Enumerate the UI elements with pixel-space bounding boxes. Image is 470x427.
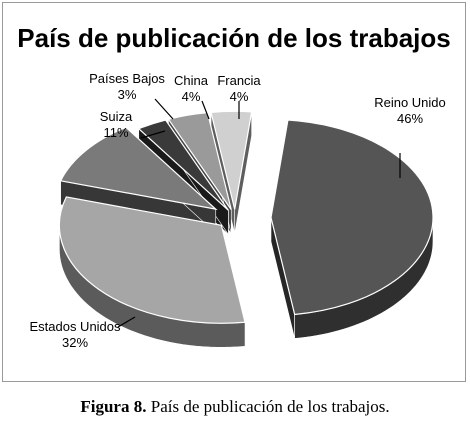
- figure-caption-label: Figura 8.: [80, 397, 147, 416]
- pie-slice-francia: [210, 110, 253, 210]
- pie-slice-estados-unidos: [58, 196, 246, 324]
- slice-label-suiza: Suiza: [100, 109, 133, 124]
- pie-top-layer: [58, 110, 434, 324]
- leader-line-estados-unidos: [117, 316, 136, 328]
- pie-slice-suiza: [59, 126, 218, 211]
- slice-label-estados-unidos: Estados Unidos: [29, 319, 121, 334]
- slice-value-francia: 4%: [230, 89, 249, 104]
- slice-value-reino-unido: 46%: [397, 111, 423, 126]
- pie-slice-reino-unido: [270, 119, 434, 316]
- slice-value-china: 4%: [182, 89, 201, 104]
- figure-caption-text: País de publicación de los trabajos.: [150, 397, 390, 416]
- slice-label-china: China: [174, 73, 209, 88]
- pie-slice-china: [167, 112, 232, 210]
- slice-label-reino-unido: Reino Unido: [374, 95, 446, 110]
- chart-title: País de publicación de los trabajos: [17, 23, 450, 53]
- leader-line-países-bajos: [154, 98, 174, 120]
- leader-line-suiza: [140, 130, 166, 139]
- slice-value-suiza: 11%: [103, 125, 128, 140]
- leader-line-china: [201, 100, 210, 120]
- pie-slice-países-bajos: [137, 119, 229, 211]
- slice-label-países-bajos: Países Bajos: [89, 71, 165, 86]
- chart-frame: País de publicación de los trabajos Rein…: [2, 2, 466, 382]
- pie-chart: País de publicación de los trabajos Rein…: [17, 23, 450, 350]
- figure-caption: Figura 8. País de publicación de los tra…: [0, 397, 470, 417]
- slice-value-países-bajos: 3%: [118, 87, 137, 102]
- slice-label-francia: Francia: [217, 73, 261, 88]
- slice-value-estados-unidos: 32%: [62, 335, 88, 350]
